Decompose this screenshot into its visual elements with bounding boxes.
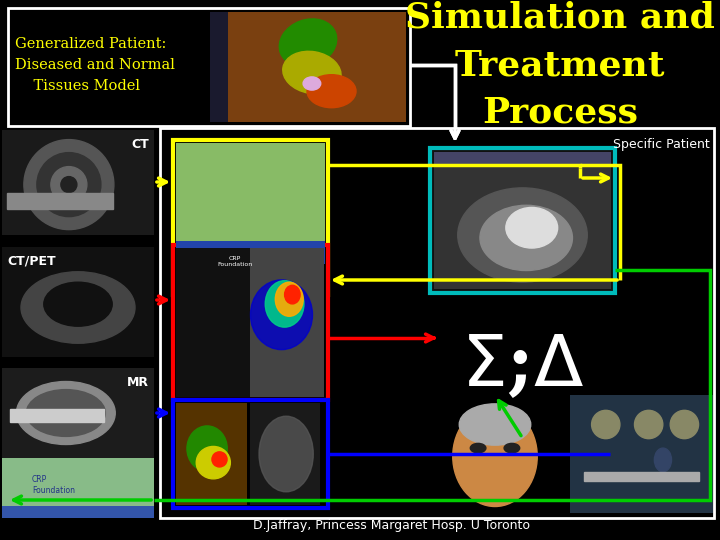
Ellipse shape: [459, 404, 531, 445]
Circle shape: [37, 153, 101, 217]
Bar: [10, 408, 104, 422]
Ellipse shape: [303, 77, 320, 90]
Ellipse shape: [197, 447, 230, 479]
Bar: [2, 458, 154, 518]
Bar: [430, 395, 560, 513]
Bar: [8, 8, 410, 126]
Ellipse shape: [504, 443, 520, 453]
Ellipse shape: [506, 207, 558, 248]
Ellipse shape: [480, 205, 572, 271]
Text: Generalized Patient:
Diseased and Normal
    Tissues Model: Generalized Patient: Diseased and Normal…: [15, 37, 175, 92]
Text: CT/PET: CT/PET: [7, 255, 55, 268]
Bar: [7, 193, 114, 209]
Ellipse shape: [283, 51, 341, 94]
Text: CRP
Foundation: CRP Foundation: [217, 256, 253, 267]
Bar: [430, 148, 615, 293]
Bar: [210, 12, 228, 122]
Ellipse shape: [279, 19, 337, 67]
Text: $\Sigma$;$\Delta$: $\Sigma$;$\Delta$: [461, 330, 584, 401]
Bar: [2, 368, 154, 458]
Ellipse shape: [284, 285, 300, 304]
Bar: [176, 143, 325, 244]
Ellipse shape: [259, 416, 313, 492]
Text: D.Jaffray, Princess Margaret Hosp. U Toronto: D.Jaffray, Princess Margaret Hosp. U Tor…: [253, 519, 530, 532]
Bar: [570, 395, 713, 513]
Bar: [173, 400, 328, 508]
Bar: [2, 506, 154, 518]
Ellipse shape: [275, 282, 303, 316]
Circle shape: [634, 410, 663, 438]
Text: MR: MR: [127, 376, 149, 389]
Bar: [173, 140, 328, 295]
Text: Specific Patient: Specific Patient: [613, 138, 710, 151]
Circle shape: [61, 177, 77, 193]
Bar: [176, 241, 325, 264]
Bar: [251, 403, 320, 505]
Ellipse shape: [17, 381, 115, 444]
Bar: [434, 166, 611, 289]
Bar: [176, 248, 250, 397]
Bar: [585, 472, 698, 481]
Ellipse shape: [21, 272, 135, 343]
Ellipse shape: [44, 282, 112, 326]
Bar: [210, 12, 406, 122]
Text: CT: CT: [131, 138, 149, 151]
Ellipse shape: [453, 406, 537, 507]
Circle shape: [212, 452, 227, 467]
Text: Simulation and
Treatment
Process: Simulation and Treatment Process: [405, 1, 715, 130]
Ellipse shape: [458, 188, 588, 282]
Ellipse shape: [27, 389, 105, 436]
Ellipse shape: [251, 280, 312, 349]
Ellipse shape: [187, 426, 228, 471]
Bar: [176, 403, 247, 505]
Ellipse shape: [470, 443, 486, 453]
Bar: [2, 130, 154, 235]
Circle shape: [24, 140, 114, 230]
Ellipse shape: [307, 75, 356, 107]
Bar: [2, 247, 154, 357]
Text: CRP
Foundation: CRP Foundation: [32, 475, 75, 495]
Bar: [434, 152, 611, 166]
Bar: [173, 245, 328, 400]
Bar: [250, 248, 324, 397]
Circle shape: [670, 410, 698, 438]
Ellipse shape: [265, 281, 304, 327]
Circle shape: [592, 410, 620, 438]
Bar: [160, 128, 714, 518]
Ellipse shape: [654, 448, 672, 472]
Circle shape: [51, 167, 87, 202]
